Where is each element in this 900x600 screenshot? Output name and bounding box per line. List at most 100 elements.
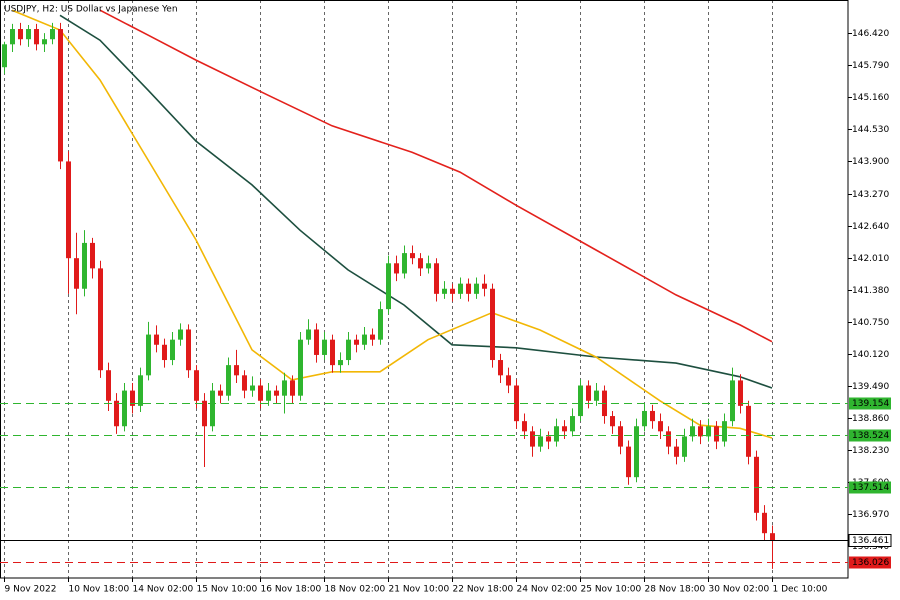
- price-level-box: [849, 397, 891, 410]
- candle-body: [698, 426, 703, 437]
- moving-average: [59, 14, 773, 389]
- candle-body: [410, 253, 415, 259]
- candle-body: [186, 329, 191, 371]
- candle-body: [26, 29, 31, 40]
- candle-body: [122, 390, 127, 427]
- y-tick-label: 145.160: [852, 93, 889, 103]
- candle-body: [690, 426, 695, 437]
- y-tick-label: 140.750: [852, 318, 889, 328]
- y-tick-label: 139.490: [852, 382, 889, 392]
- candle-body: [482, 283, 487, 289]
- x-tick-label: 1 Dec 10:00: [773, 585, 828, 595]
- candle-body: [50, 29, 55, 40]
- plot-frame: [0, 0, 849, 579]
- candle-body: [298, 339, 303, 396]
- candle-body: [170, 339, 175, 361]
- candle-body: [746, 405, 751, 457]
- candle-body: [490, 288, 495, 361]
- candle-body: [42, 39, 47, 45]
- candle-body: [426, 263, 431, 269]
- y-tick-label: 140.120: [852, 350, 889, 360]
- candle-body: [338, 360, 343, 366]
- candle-body: [322, 339, 327, 355]
- candle-body: [218, 390, 223, 396]
- y-tick-label: 138.860: [852, 414, 889, 424]
- candle-body: [290, 380, 295, 396]
- moving-average: [99, 9, 773, 343]
- candle-body: [194, 370, 199, 401]
- candle-body: [346, 339, 351, 361]
- candle-body: [450, 288, 455, 294]
- candle-body: [178, 329, 183, 340]
- candle-body: [642, 410, 647, 427]
- x-tick-label: 22 Nov 18:00: [453, 585, 514, 595]
- candle-body: [154, 334, 159, 345]
- price-level-label: 136.461: [852, 536, 889, 546]
- candle-body: [74, 258, 79, 289]
- price-level-box: [848, 534, 892, 547]
- candle-body: [650, 410, 655, 422]
- candle-body: [658, 421, 663, 432]
- candle-body: [234, 365, 239, 376]
- candle-body: [562, 426, 567, 432]
- candle-body: [370, 334, 375, 340]
- candle-body: [682, 436, 687, 457]
- candle-body: [458, 283, 463, 294]
- candle-body: [506, 375, 511, 386]
- candle-body: [706, 426, 711, 437]
- price-level-label: 136.026: [852, 558, 889, 568]
- candle-body: [250, 385, 255, 391]
- candle-body: [98, 268, 103, 371]
- candle-body: [386, 263, 391, 310]
- candle-body: [90, 242, 95, 269]
- price-level-box: [849, 481, 891, 494]
- x-tick-label: 9 Nov 2022: [5, 585, 57, 595]
- x-tick-label: 18 Nov 02:00: [325, 585, 386, 595]
- candle-body: [226, 365, 231, 396]
- candle-body: [570, 416, 575, 432]
- candle-body: [82, 242, 87, 289]
- candle-body: [130, 390, 135, 406]
- candle-body: [594, 390, 599, 401]
- x-tick-label: 15 Nov 10:00: [197, 585, 258, 595]
- price-level-box: [849, 556, 891, 569]
- candle-body: [10, 29, 15, 45]
- candle-body: [146, 334, 151, 376]
- candle-body: [362, 334, 367, 345]
- candle-body: [514, 385, 519, 422]
- candle-body: [34, 29, 39, 45]
- candle-body: [394, 263, 399, 274]
- candle-body: [202, 400, 207, 427]
- candle-body: [474, 283, 479, 294]
- candle-body: [618, 426, 623, 447]
- price-level-box: [849, 429, 891, 442]
- candle-body: [666, 431, 671, 447]
- candle-body: [314, 329, 319, 355]
- candle-body: [530, 431, 535, 447]
- candle-body: [162, 344, 167, 361]
- candle-body: [210, 390, 215, 427]
- candle-body: [578, 385, 583, 417]
- price-level-label: 139.154: [852, 399, 889, 409]
- candle-body: [242, 375, 247, 391]
- y-tick-label: 136.970: [852, 510, 889, 520]
- candle-body: [306, 329, 311, 340]
- y-tick-label: 141.380: [852, 286, 889, 296]
- candle-body: [354, 339, 359, 345]
- candle-body: [402, 253, 407, 274]
- candle-body: [274, 390, 279, 396]
- candle-body: [434, 263, 439, 294]
- x-tick-label: 24 Nov 02:00: [517, 585, 578, 595]
- y-tick-label: 146.420: [852, 29, 889, 39]
- candle-body: [58, 29, 63, 162]
- y-tick-label: 143.270: [852, 190, 889, 200]
- candle-body: [106, 370, 111, 401]
- y-tick-label: 142.640: [852, 222, 889, 232]
- candle-body: [738, 380, 743, 406]
- x-tick-label: 14 Nov 02:00: [133, 585, 194, 595]
- y-tick-label: 142.010: [852, 254, 889, 264]
- candle-body: [762, 512, 767, 534]
- candle-body: [522, 421, 527, 432]
